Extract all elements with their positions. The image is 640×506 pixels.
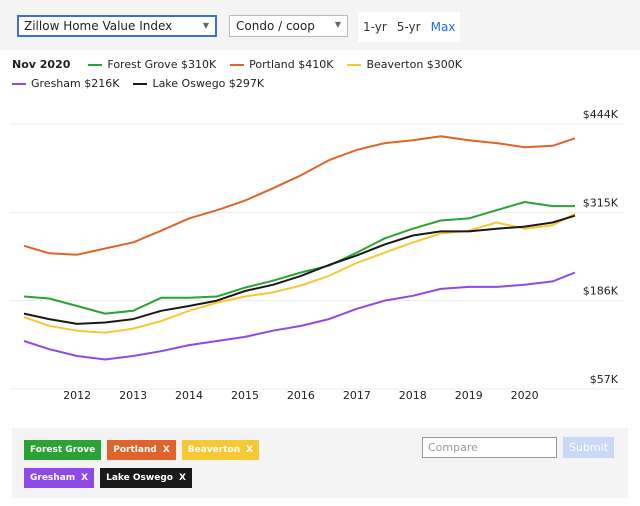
y-tick-label: $186K — [583, 285, 619, 298]
legend-swatch — [230, 63, 245, 66]
y-tick-label: $57K — [590, 373, 619, 386]
series-line — [23, 135, 576, 256]
series-line — [23, 212, 576, 334]
tag-label: Beaverton — [187, 445, 241, 455]
x-tick-label: 2020 — [511, 389, 539, 402]
tag-remove[interactable]: X — [81, 473, 89, 483]
x-tick-label: 2017 — [343, 389, 371, 402]
legend-item: Gresham $216K — [12, 77, 119, 90]
compare-input[interactable]: Compare — [422, 437, 557, 458]
location-tag[interactable]: Gresham X — [24, 468, 95, 488]
x-tick-label: 2014 — [175, 389, 203, 402]
tag-remove[interactable]: X — [162, 445, 170, 455]
tag-label: Gresham — [30, 473, 76, 483]
compare-panel: Forest Grove Portland X Beaverton X Gresham X L… — [12, 428, 628, 498]
legend-swatch — [88, 63, 103, 66]
legend-label: Forest Grove $310K — [107, 58, 217, 71]
metric-select[interactable]: Zillow Home Value Index ▼ — [17, 15, 217, 37]
legend-swatch — [133, 82, 148, 85]
tag-remove[interactable]: X — [178, 473, 186, 483]
legend-item: Forest Grove $310K — [88, 58, 216, 71]
caret: ▼ — [202, 21, 209, 30]
legend: Nov 2020 Forest Grove $310K Portland $410… — [12, 58, 572, 90]
x-tick-label: 2018 — [399, 389, 427, 402]
legend-item: Lake Oswego $297K — [133, 77, 264, 90]
range-button[interactable]: 5-yr — [396, 20, 421, 34]
x-tick-label: 2019 — [455, 389, 483, 402]
range-buttons: 1-yr 5-yr Max — [358, 12, 461, 42]
legend-swatch — [347, 63, 362, 66]
location-tag[interactable]: Lake Oswego X — [100, 468, 192, 488]
x-tick-label: 2012 — [63, 389, 91, 402]
range-button[interactable]: 1-yr — [363, 20, 387, 34]
submit-label: Submit — [568, 441, 609, 454]
y-tick-label: $315K — [583, 196, 619, 209]
x-tick-label: 2015 — [231, 389, 259, 402]
legend-item: Portland $410K — [230, 58, 333, 71]
series-line — [23, 214, 576, 325]
tag-remove[interactable]: X — [246, 445, 254, 455]
tag-list: Forest Grove Portland X Beaverton X Gresham X L… — [24, 440, 324, 488]
compare-placeholder: Compare — [428, 441, 478, 454]
location-tag[interactable]: Portland X — [107, 440, 176, 460]
legend-swatch — [12, 82, 26, 85]
metric-label: Zillow Home Value Index — [24, 19, 173, 33]
legend-label: Lake Oswego $297K — [152, 77, 265, 90]
submit-button[interactable]: Submit — [563, 437, 614, 458]
range-button[interactable]: Max — [430, 20, 456, 34]
tag-label: Forest Grove — [30, 445, 96, 455]
legend-label: Gresham $216K — [31, 77, 120, 90]
caret: ▼ — [334, 20, 341, 29]
x-tick-label: 2016 — [287, 389, 315, 402]
date-label: Nov 2020 — [12, 58, 71, 71]
location-tag[interactable]: Beaverton X — [181, 440, 260, 460]
chart: $57K $186K $315K $444K 2012 2013 2014 2015 2016 2… — [10, 108, 625, 402]
legend-label: Portland $410K — [249, 58, 334, 71]
series-line — [23, 271, 576, 361]
toolbar: Zillow Home Value Index ▼ Condo / coop ▼ 1… — [0, 0, 640, 50]
legend-label: Beaverton $300K — [366, 58, 463, 71]
tag-label: Lake Oswego — [106, 473, 173, 483]
x-tick-label: 2013 — [119, 389, 147, 402]
y-tick-label: $444K — [583, 108, 619, 121]
home-type-select[interactable]: Condo / coop ▼ — [229, 15, 348, 37]
legend-item: Beaverton $300K — [347, 58, 462, 71]
location-tag[interactable]: Forest Grove — [24, 440, 102, 460]
series-line — [23, 201, 575, 315]
home-type-label: Condo / coop — [236, 19, 315, 33]
tag-label: Portland — [113, 445, 157, 455]
